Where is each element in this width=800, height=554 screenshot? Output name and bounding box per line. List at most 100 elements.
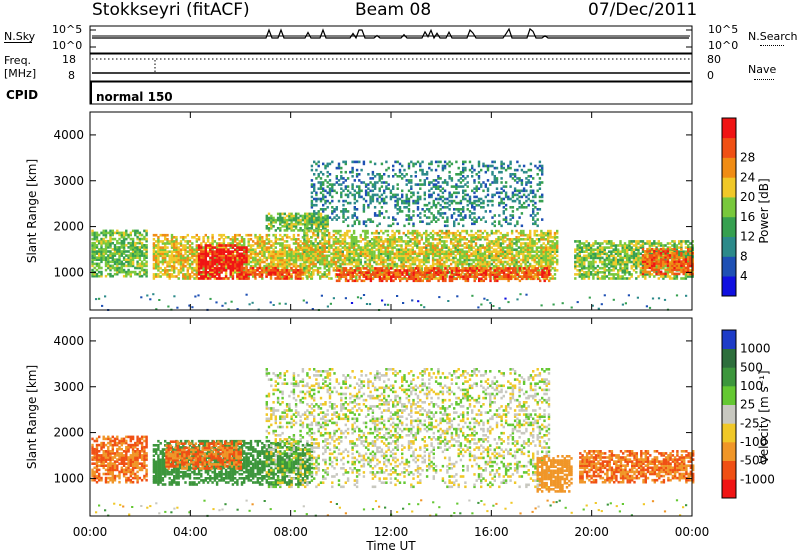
echo-cell-3993 [360,279,363,283]
echo-cell-3726 [526,238,530,241]
echo-cell-2674 [380,229,383,233]
echo-cell-1648 [213,254,217,258]
echo-cell-1886 [278,271,282,274]
echo-cell-2316 [330,244,333,247]
echo-cell-4287 [500,277,503,281]
echo-cell-942 [218,242,221,245]
echo-cell-3801 [538,254,541,258]
echo-cell-4787 [407,214,411,217]
echo-cell-3727 [526,236,530,239]
echo-cell-834 [202,269,205,272]
echo-cell-3185 [452,236,455,239]
echo-cell-507 [152,250,156,253]
echo-cell-755 [188,246,192,249]
echo-cell-438 [138,256,142,259]
echo-cell-2615 [373,256,376,260]
echo-cell-1996 [290,214,293,218]
echo-cell-4824 [414,170,417,174]
echo-cell-2847 [404,246,408,249]
echo-cell-4726 [392,185,395,188]
echo-cell-231 [109,266,112,270]
echo-cell-2643 [377,262,381,266]
echo-cell-42 [332,297,335,300]
echo-cell-976 [222,233,226,237]
echo-cell-3495 [495,254,498,258]
echo-cell-667 [175,236,178,239]
echo-cell-2983 [425,250,428,253]
echo-cell-4430 [319,197,323,201]
echo-cell-1643 [213,269,217,272]
echo-cell-2679 [382,262,385,266]
echo-cell-2201 [314,229,317,233]
echo-cell-668 [177,277,180,280]
echo-cell-3375 [479,264,482,268]
echo-cell-2516 [359,269,362,272]
echo-cell-3946 [556,229,559,233]
echo-cell-1357 [281,250,284,253]
echo-cell-4315 [511,269,515,272]
echo-cell-4906 [434,203,438,207]
echo-cell-3665 [519,264,523,268]
echo-cell-4838 [419,212,422,215]
echo-cell-1774 [238,252,241,256]
echo-cell-1130 [247,260,250,264]
echo-cell-4023 [376,273,379,276]
echo-cell-3051 [434,244,437,247]
echo-cell-4169 [444,279,447,283]
echo-cell-3812 [540,258,543,262]
echo-cell-2658 [380,271,383,274]
echo-cell-2957 [420,236,423,239]
echo-cell-1220 [261,250,264,253]
echo-cell-282 [116,258,119,261]
echo-cell-4196 [455,267,458,270]
echo-cell-4656 [373,206,377,209]
echo-cell-2777 [395,266,399,270]
echo-cell-4193 [455,273,458,276]
echo-cell-3645 [515,229,518,233]
echo-cell-2925 [416,236,419,239]
echo-cell-2826 [402,262,405,266]
echo-cell-3963 [342,267,345,270]
echo-cell-2510 [357,248,360,251]
echo-cell-4385 [548,267,551,270]
echo-cell-1432 [292,250,296,253]
echo-cell-1143 [249,264,253,268]
echo-cell-362 [127,254,130,257]
echo-cell-1842 [254,269,257,272]
echo-cell-4804 [410,187,413,190]
echo-cell-2014 [297,220,300,224]
echo-cell-2632 [375,248,378,251]
echo-cell-2879 [409,244,412,247]
echo-cell-4155 [437,273,440,276]
echo-cell-3267 [463,242,466,245]
echo-cell-3014 [429,252,432,256]
echo-cell-446 [138,237,142,241]
echo-cell-2140 [305,231,308,235]
echo-cell-4671 [378,222,381,226]
echo-cell-1943 [270,214,273,218]
echo-cell-197 [104,268,108,272]
echo-cell-3200 [454,246,457,249]
echo-cell-3996 [362,279,366,283]
echo-cell-1069 [236,233,239,237]
echo-cell-2013 [297,222,300,226]
echo-cell-4543 [344,162,347,166]
echo-cell-2908 [413,240,417,243]
echo-cell-992 [224,236,228,239]
echo-cell-2999 [427,256,430,260]
echo-cell-159 [98,256,101,259]
echo-cell-324 [122,270,126,274]
echo-cell-4904 [434,216,438,219]
echo-cell-3723 [526,246,530,249]
echo-cell-203 [104,252,108,255]
echo-cell-3935 [556,260,559,264]
echo-cell-565 [161,254,165,258]
echo-cell-4567 [351,166,354,170]
echo-cell-3211 [456,258,460,262]
echo-cell-1690 [222,277,226,280]
echo-cell-3924 [553,250,557,253]
echo-cell-1809 [245,250,248,253]
echo-cell-22 [221,304,224,307]
echo-cell-81 [588,296,591,299]
echo-cell-4630 [367,187,370,190]
